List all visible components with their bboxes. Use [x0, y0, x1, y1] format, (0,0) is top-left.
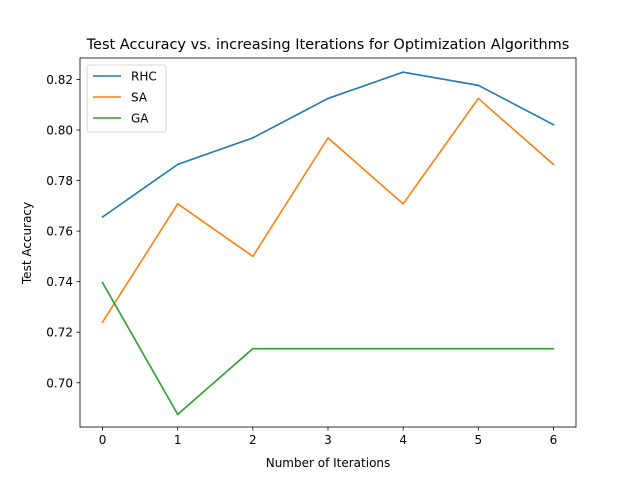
data-point [251, 347, 254, 350]
legend-label-sa: SA [131, 91, 148, 105]
data-point [402, 347, 405, 350]
x-tick-label: 1 [174, 433, 182, 447]
data-point [327, 136, 329, 139]
legend-box [86, 64, 167, 133]
x-tick-label: 3 [324, 433, 332, 447]
data-point [327, 97, 329, 100]
data-point [552, 163, 555, 166]
y-tick-label: 0.76 [46, 225, 73, 239]
data-point [251, 136, 254, 139]
data-point [477, 97, 480, 100]
data-point [101, 281, 104, 284]
legend-label-ga: GA [131, 112, 149, 126]
y-tick-label: 0.74 [46, 275, 73, 289]
y-tick-label: 0.80 [46, 124, 73, 138]
y-tick-label: 0.72 [46, 326, 73, 340]
x-tick-label: 0 [99, 433, 107, 447]
data-point [176, 163, 179, 166]
x-axis-label: Number of Iterations [266, 456, 391, 470]
x-tick-label: 6 [550, 433, 558, 447]
y-axis-label: Test Accuracy [20, 202, 34, 285]
data-point [402, 202, 405, 205]
y-tick-label: 0.82 [46, 73, 73, 87]
data-point [402, 71, 405, 74]
data-point [477, 84, 480, 87]
y-tick-label: 0.78 [46, 174, 73, 188]
chart-title: Test Accuracy vs. increasing Iterations … [86, 37, 570, 53]
data-point [327, 347, 329, 350]
data-point [176, 413, 179, 416]
data-point [251, 255, 254, 258]
data-point [477, 347, 480, 350]
plot-area: 0 1 2 3 4 5 6 0.70 0.72 0.74 0.76 0.78 0.80 0.82 RHC SA… [46, 57, 577, 447]
data-point [101, 216, 104, 218]
x-tick-label: 4 [399, 433, 407, 447]
y-tick-label: 0.70 [46, 376, 73, 390]
data-point [101, 321, 104, 324]
data-point [552, 347, 555, 350]
x-tick-label: 2 [249, 433, 257, 447]
data-point [176, 202, 179, 205]
data-point [552, 123, 555, 126]
x-tick-label: 5 [474, 433, 482, 447]
legend: RHC SA GA [86, 64, 167, 133]
legend-label-rhc: RHC [131, 70, 157, 84]
